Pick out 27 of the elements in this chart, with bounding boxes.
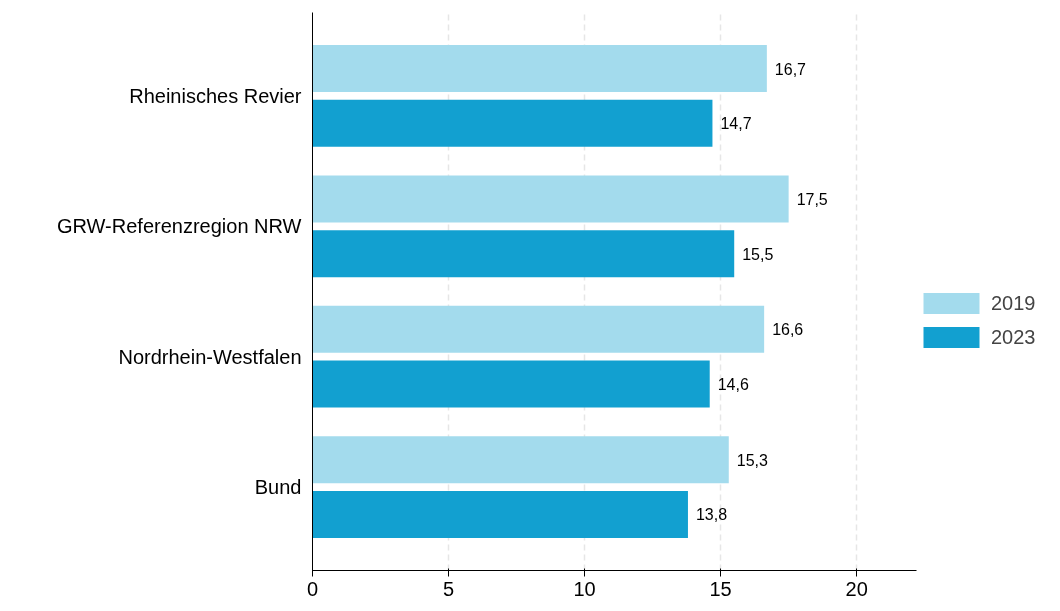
x-tick-label: 0	[306, 577, 319, 600]
legend-label: 2019	[991, 291, 1037, 315]
legend-label: 2023	[991, 325, 1037, 349]
x-tick-label: 15	[709, 577, 732, 600]
data-label: 13,8	[695, 506, 728, 524]
x-tick-label: 5	[442, 577, 455, 600]
data-label: 17,5	[796, 190, 828, 208]
bar	[312, 45, 767, 93]
bar	[312, 305, 765, 353]
data-label: 16,6	[772, 321, 804, 339]
data-label: 16,7	[774, 60, 807, 78]
bar	[312, 99, 713, 147]
x-tick-label: 10	[573, 577, 596, 600]
bar	[312, 230, 735, 278]
data-label: 14,7	[720, 115, 752, 133]
y-tick-label: GRW-Referenzregion NRW	[56, 215, 302, 238]
data-label: 14,6	[717, 376, 749, 394]
bar	[312, 436, 729, 484]
x-tick-label: 20	[845, 577, 868, 600]
data-label: 15,5	[742, 245, 774, 263]
bar	[312, 490, 688, 538]
y-tick-label: Rheinisches Revier	[129, 84, 302, 107]
y-tick-label: Nordrhein-Westfalen	[118, 345, 302, 368]
data-label: 15,3	[736, 451, 769, 469]
bar	[312, 360, 710, 408]
bar	[312, 175, 789, 223]
y-tick-label: Bund	[254, 476, 302, 499]
